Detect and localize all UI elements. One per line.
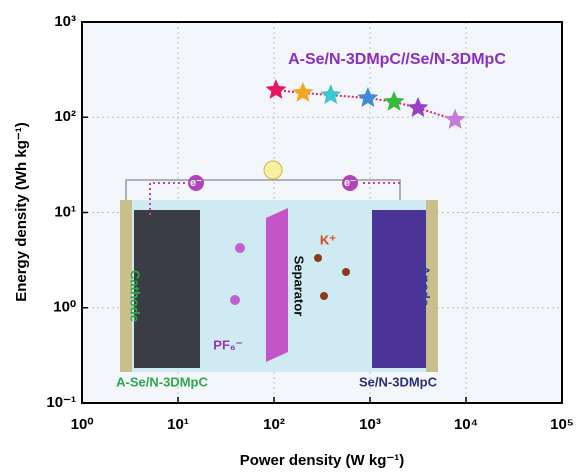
inset-label: Se/N-3DMpC: [359, 374, 438, 389]
annotation: A-Se/N-3DMpC//Se/N-3DMpC: [288, 51, 506, 68]
x-axis-label: Power density (W kg⁻¹): [240, 452, 405, 469]
inset-label: PF₆⁻: [213, 337, 243, 352]
y-tick-label: 10¹: [54, 203, 76, 220]
y-tick-label: 10⁰: [53, 299, 76, 316]
x-tick-label: 10¹: [167, 416, 189, 433]
ion: [235, 243, 245, 253]
ion: [230, 295, 240, 305]
y-tick-label: 10³: [54, 13, 76, 30]
ion: [314, 254, 322, 262]
inset-label: e⁻: [190, 177, 202, 189]
separator: [266, 208, 288, 362]
inset-label: Anode: [418, 266, 433, 306]
x-tick-label: 10⁰: [71, 416, 94, 433]
chart: A-Se/N-3DMpC//Se/N-3DMpC Power density (…: [0, 0, 577, 473]
inset-label: e⁻: [344, 177, 356, 189]
x-tick-label: 10⁴: [454, 416, 478, 433]
cathode-block: [134, 210, 200, 368]
ion: [320, 292, 328, 300]
inset-label: Cathode: [128, 270, 143, 322]
x-tick-label: 10²: [263, 416, 285, 433]
ion: [342, 268, 350, 276]
x-tick-label: 10⁵: [550, 416, 574, 433]
x-tick-label: 10³: [359, 416, 381, 433]
y-tick-label: 10⁻¹: [46, 394, 76, 411]
inset-label: K⁺: [320, 232, 336, 247]
inset-label: Separator: [292, 256, 307, 317]
inset-label: A-Se/N-3DMpC: [116, 374, 208, 389]
bulb: [264, 161, 282, 179]
y-tick-label: 10²: [54, 108, 76, 125]
y-axis-label: Energy density (Wh kg⁻¹): [13, 122, 30, 302]
